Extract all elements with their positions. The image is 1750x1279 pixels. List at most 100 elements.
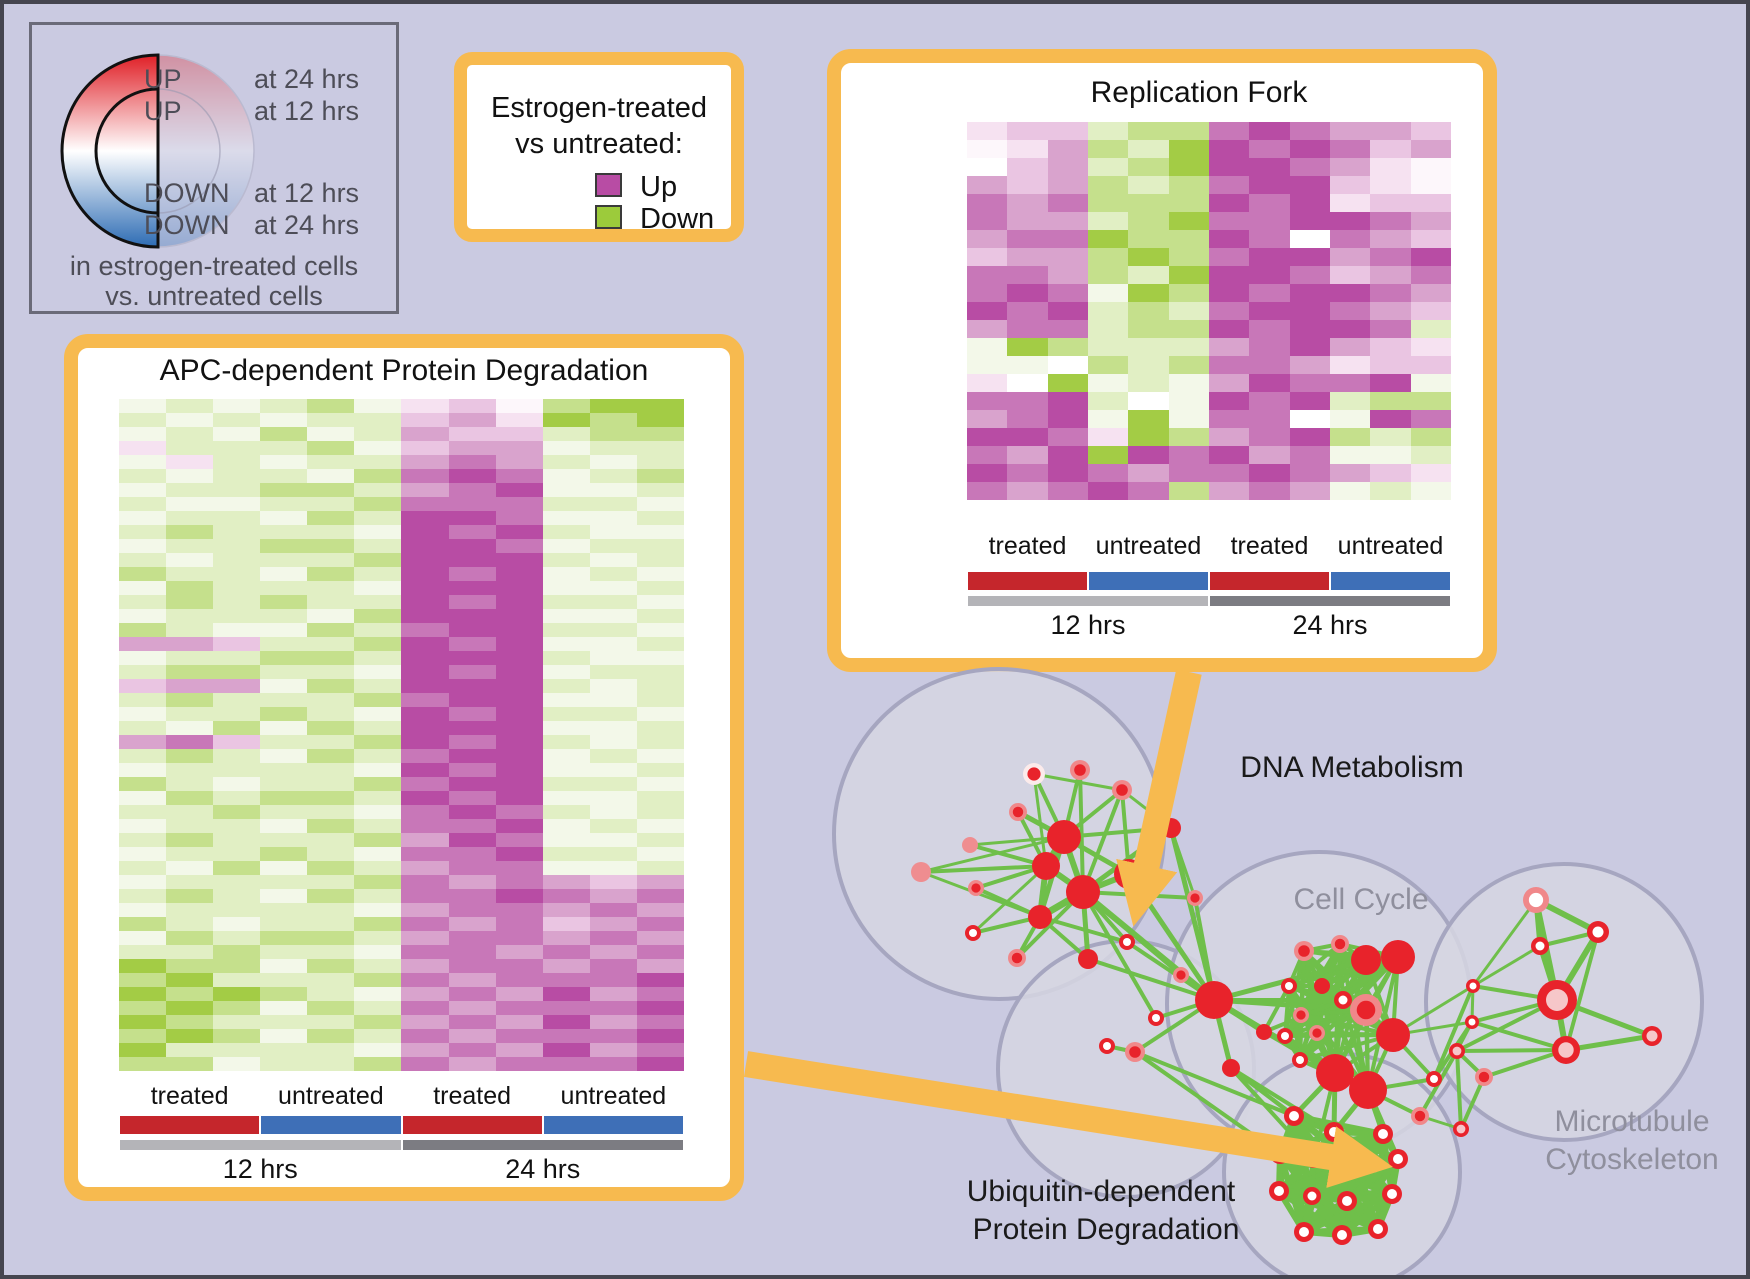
hm-cell — [1168, 446, 1209, 464]
hm-cell — [495, 455, 543, 469]
hm-cell — [260, 861, 308, 875]
gene-node-halo — [1190, 893, 1200, 903]
hm-cell — [1329, 374, 1371, 392]
hm-cell — [1208, 212, 1250, 230]
network-edge — [1303, 949, 1399, 959]
network-edge — [1331, 1130, 1359, 1164]
hm-cell — [260, 805, 308, 819]
hm-cell — [354, 847, 402, 861]
gene-node-donut — [1388, 1149, 1408, 1169]
hm-cell — [260, 665, 308, 679]
hm-cell — [354, 567, 402, 581]
hm-cell — [495, 679, 543, 693]
network-edge — [1364, 959, 1370, 1091]
hm-cell — [1370, 122, 1411, 140]
gene-node-donut — [1592, 926, 1604, 938]
hm-cell — [1168, 428, 1209, 446]
hm-cell — [119, 637, 167, 651]
hm-cell — [1370, 410, 1411, 428]
hm-cell — [401, 511, 449, 525]
hm-cell — [1168, 338, 1209, 356]
hm-cell — [967, 374, 1008, 392]
hm-cell — [401, 469, 449, 483]
network-edge — [1302, 950, 1324, 987]
hm-cell — [589, 889, 637, 903]
hm-cell — [1007, 410, 1048, 428]
cluster-label: Protein Degradation — [972, 1213, 1240, 1246]
hm-cell — [636, 707, 684, 721]
hm-cell — [354, 805, 402, 819]
hm-cell — [166, 609, 214, 623]
hm-cell — [636, 413, 684, 427]
hm-cell — [448, 469, 496, 483]
network-edge — [1287, 985, 1302, 1061]
hm-cell — [307, 1029, 355, 1043]
hm-cell — [1007, 140, 1048, 158]
gene-node-donut — [1531, 937, 1549, 955]
hm-cell — [1047, 140, 1088, 158]
hm-cell — [1289, 266, 1330, 284]
gene-node-donut — [1468, 1018, 1476, 1026]
network-edge — [1299, 955, 1400, 1017]
hm-cell — [213, 581, 261, 595]
network-edge — [1133, 998, 1216, 1054]
hm-cell — [495, 791, 543, 805]
hm-cell — [636, 749, 684, 763]
network-edge — [1338, 943, 1345, 1001]
gene-node-halo — [1173, 967, 1189, 983]
gene-node-donut — [1281, 978, 1297, 994]
hm-cell — [495, 861, 543, 875]
network-edge — [1291, 1115, 1315, 1197]
network-edge — [1283, 984, 1324, 1038]
hm-cell — [119, 497, 167, 511]
hm-cell — [495, 595, 543, 609]
hm-cell — [589, 413, 637, 427]
hm-cell — [636, 399, 684, 413]
hm-cell — [589, 651, 637, 665]
hm-cell — [448, 945, 496, 959]
hm-cell — [1410, 464, 1451, 482]
hm-cell — [213, 777, 261, 791]
hm-cell — [636, 609, 684, 623]
hm-cell — [1047, 266, 1088, 284]
hm-cell — [495, 469, 543, 483]
hm-cell — [967, 266, 1008, 284]
hm-cell — [166, 875, 214, 889]
network-edge — [1419, 1114, 1462, 1131]
hm-cell — [1128, 464, 1169, 482]
hm-cell — [166, 1001, 214, 1015]
network-edge — [1341, 1226, 1379, 1238]
hm-cell — [213, 735, 261, 749]
up-label: Up — [640, 171, 678, 203]
hm-cell — [213, 567, 261, 581]
hm-cell — [1128, 140, 1169, 158]
network-edge — [1313, 1156, 1357, 1165]
gene-node-solid — [1222, 1059, 1240, 1077]
hm-cell — [1329, 122, 1371, 140]
hm-cell — [1168, 122, 1209, 140]
hm-cell — [1249, 428, 1290, 446]
hm-cell — [636, 427, 684, 441]
hm-cell — [1289, 140, 1330, 158]
time-label: at 24 hrs — [254, 64, 360, 94]
network-edge — [1276, 1153, 1283, 1192]
hm-cell — [636, 861, 684, 875]
hm-cell — [354, 777, 402, 791]
time-bar — [402, 1140, 683, 1150]
network-edge — [1038, 915, 1090, 961]
legend-up-row: Up — [595, 173, 677, 202]
hm-cell — [166, 483, 214, 497]
hm-cell — [448, 1015, 496, 1029]
hm-cell — [1370, 374, 1411, 392]
ring-inner-left-arc — [94, 87, 159, 215]
hm-cell — [166, 553, 214, 567]
gene-node-halo — [1334, 938, 1346, 950]
hm-cell — [589, 1015, 637, 1029]
hm-cell — [354, 959, 402, 973]
hm-cell — [119, 567, 167, 581]
hm-cell — [448, 441, 496, 455]
time-label: 12 hrs — [1050, 610, 1126, 640]
hm-cell — [1128, 212, 1169, 230]
ring-legend-row: DOWN at 24 hrs — [144, 209, 359, 241]
hm-cell — [1289, 284, 1330, 302]
